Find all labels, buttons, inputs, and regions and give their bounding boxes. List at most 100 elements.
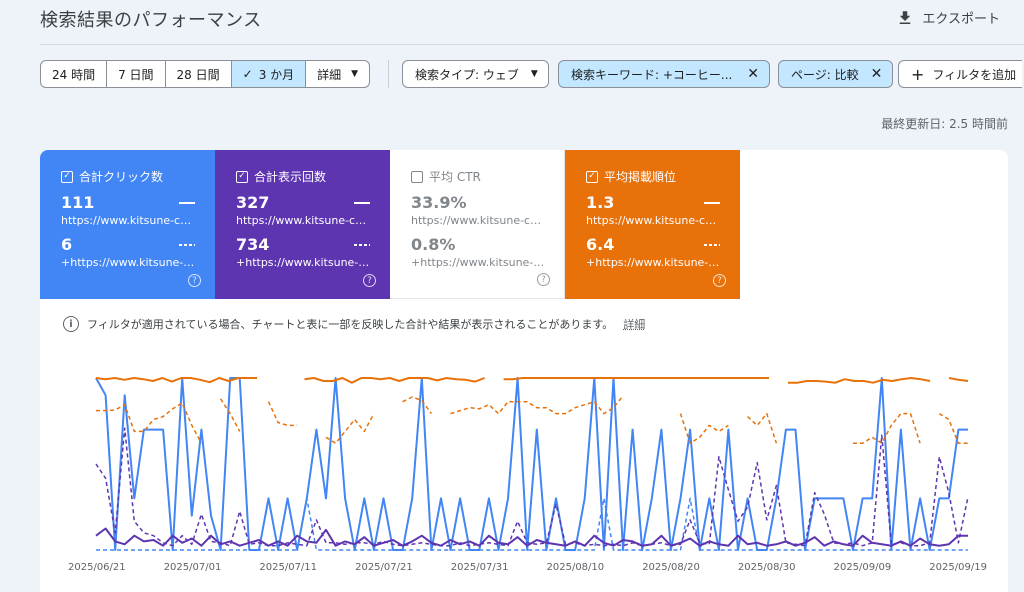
series-line-1-0 <box>96 497 968 551</box>
range-24h[interactable]: 24 時間 <box>41 61 108 87</box>
metric-compare-source: +https://www.kitsune-co... <box>61 256 195 269</box>
performance-chart[interactable]: 2025/06/21 2025/07/01 2025/07/11 2025/07/21… <box>40 350 1008 592</box>
metric-source: https://www.kitsune-coff... <box>586 214 720 227</box>
series-line-5-2 <box>267 401 298 427</box>
series-line-5-8 <box>853 412 921 444</box>
page-title: 検索結果のパフォーマンス <box>40 10 262 31</box>
close-icon[interactable]: ✕ <box>747 66 759 82</box>
metric-value: 111 <box>61 193 95 212</box>
series-line-4-2 <box>304 377 485 384</box>
add-filter-button[interactable]: + フィルタを追加 <box>898 60 1022 88</box>
page-filter-label: ページ: 比較 <box>791 67 859 82</box>
notice-text: フィルタが適用されている場合、チャートと表に一部を反映した合計や結果が表示される… <box>87 318 614 331</box>
close-icon[interactable]: ✕ <box>870 66 883 82</box>
dashed-line-icon <box>354 244 370 246</box>
help-icon[interactable]: ? <box>188 274 201 287</box>
help-icon[interactable]: ? <box>363 274 376 287</box>
range-28d[interactable]: 28 日間 <box>166 61 232 87</box>
series-line-5-3 <box>325 413 375 444</box>
metric-label: 平均掲載順位 <box>604 170 677 184</box>
series-line-4-4 <box>787 377 931 384</box>
search-type-filter[interactable]: 検索タイプ: ウェブ ▼ <box>402 60 549 88</box>
x-tick-label: 2025/07/11 <box>259 562 317 573</box>
help-icon[interactable]: ? <box>713 274 726 287</box>
checkbox-unchecked-icon[interactable] <box>411 170 423 183</box>
metric-compare-source: +https://www.kitsune-co... <box>411 256 545 269</box>
metric-label: 平均 CTR <box>429 170 481 184</box>
series-line-5-5 <box>450 395 624 415</box>
dashed-line-icon <box>704 244 720 246</box>
series-line-0-0 <box>95 377 968 551</box>
metric-compare-source: +https://www.kitsune-co... <box>586 256 720 269</box>
export-label: エクスポート <box>922 12 1000 27</box>
export-button[interactable]: エクスポート <box>896 8 1000 27</box>
date-range-selector: 24 時間 7 日間 28 日間 ✓ 3 か月 詳細 ▼ <box>40 60 371 88</box>
query-filter-label: 検索キーワード: +コーヒー... <box>571 67 733 82</box>
search-type-label: 検索タイプ: ウェブ <box>415 67 519 82</box>
metric-compare-value: 6.4 <box>586 235 615 254</box>
checkbox-checked-icon[interactable]: ✓ <box>61 170 73 183</box>
series-line-5-9 <box>938 412 968 444</box>
series-line-5-7 <box>747 412 778 444</box>
series-line-3-0 <box>95 427 969 547</box>
metric-compare-value: 6 <box>61 235 73 254</box>
checkbox-checked-icon[interactable]: ✓ <box>236 170 248 183</box>
range-7d[interactable]: 7 日間 <box>107 61 166 87</box>
solid-line-icon <box>179 202 195 204</box>
query-filter-chip[interactable]: 検索キーワード: +コーヒー... ✕ <box>558 60 770 88</box>
series-line-4-5 <box>948 377 969 382</box>
dashed-line-icon <box>179 244 195 246</box>
x-tick-label: 2025/06/21 <box>68 562 126 573</box>
metric-source: https://www.kitsune-coff... <box>61 214 195 227</box>
series-line-2-0 <box>95 527 968 547</box>
metric-compare-value: 734 <box>236 235 270 254</box>
info-icon: i <box>63 316 79 332</box>
caret-down-icon: ▼ <box>530 69 538 79</box>
x-tick-label: 2025/07/01 <box>164 562 222 573</box>
metric-compare-value: 0.8% <box>411 235 456 254</box>
x-tick-label: 2025/09/19 <box>929 562 987 573</box>
series-line-5-4 <box>402 396 433 415</box>
x-tick-label: 2025/08/30 <box>738 562 796 573</box>
metric-source: https://www.kitsune-coff... <box>236 214 370 227</box>
page-filter-chip[interactable]: ページ: 比較 ✕ <box>778 60 894 88</box>
metric-label: 合計クリック数 <box>79 170 164 184</box>
metric-card-impressions[interactable]: ✓ 合計表示回数 327 https://www.kitsune-coff... 7… <box>215 150 390 299</box>
notice-link[interactable]: 詳細 <box>623 318 646 331</box>
metric-label: 合計表示回数 <box>254 170 327 184</box>
download-icon <box>900 10 911 24</box>
series-line-5-6 <box>679 413 729 444</box>
metric-value: 1.3 <box>586 193 615 212</box>
toolbar-separator <box>388 60 389 88</box>
metric-source: https://www.kitsune-coff... <box>411 214 545 227</box>
x-tick-label: 2025/09/09 <box>834 562 892 573</box>
help-icon[interactable]: ? <box>537 273 550 286</box>
metric-card-clicks[interactable]: ✓ 合計クリック数 111 https://www.kitsune-coff... … <box>40 150 215 299</box>
caret-down-icon: ▼ <box>351 69 359 79</box>
performance-panel: ✓ 合計クリック数 111 https://www.kitsune-coff... … <box>40 150 1008 592</box>
range-custom[interactable]: 詳細 ▼ <box>306 61 369 87</box>
metric-card-ctr[interactable]: 平均 CTR 33.9% https://www.kitsune-coff... … <box>390 150 565 299</box>
series-line-5-0 <box>96 402 203 444</box>
series-line-5-1 <box>219 398 241 432</box>
x-tick-label: 2025/07/21 <box>355 562 413 573</box>
header-divider <box>40 44 1024 45</box>
metric-value: 33.9% <box>411 193 467 212</box>
range-3m-label: 3 か月 <box>258 67 295 82</box>
range-custom-label: 詳細 <box>317 67 342 82</box>
last-updated: 最終更新日: 2.5 時間前 <box>881 117 1008 131</box>
x-tick-label: 2025/08/10 <box>547 562 605 573</box>
add-filter-label: フィルタを追加 <box>932 67 1017 82</box>
metric-value: 327 <box>236 193 270 212</box>
x-tick-label: 2025/07/31 <box>451 562 509 573</box>
plus-icon: + <box>911 64 925 84</box>
check-icon: ✓ <box>242 67 253 81</box>
solid-line-icon <box>354 202 370 204</box>
checkbox-checked-icon[interactable]: ✓ <box>586 170 598 183</box>
filter-notice: i フィルタが適用されている場合、チャートと表に一部を反映した合計や結果が表示さ… <box>63 316 645 332</box>
series-line-4-3 <box>503 377 769 381</box>
range-3m[interactable]: ✓ 3 か月 <box>231 61 307 87</box>
metric-card-position[interactable]: ✓ 平均掲載順位 1.3 https://www.kitsune-coff... 6… <box>565 150 740 299</box>
series-line-4-0 <box>95 377 258 384</box>
solid-line-icon <box>704 202 720 204</box>
